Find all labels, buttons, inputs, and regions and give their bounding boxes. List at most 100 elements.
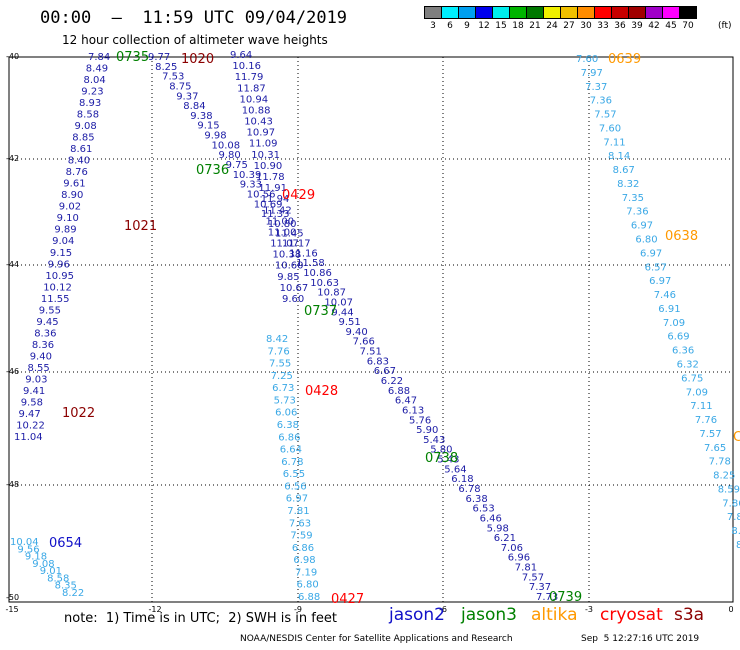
- wave-height-value: 6.64: [280, 445, 302, 456]
- wave-height-value: 6.18: [451, 474, 473, 485]
- wave-height-value: 6.69: [667, 332, 689, 343]
- wave-height-value: 7.97: [581, 68, 603, 79]
- wave-height-value: 5.43: [423, 435, 445, 446]
- legend-s3a: s3a: [674, 605, 705, 625]
- wave-height-value: 6.88: [298, 592, 320, 603]
- wave-height-value: 10.90: [254, 161, 283, 172]
- longitude-label: -12: [148, 605, 162, 614]
- wave-height-value: 7.11: [690, 401, 712, 412]
- wave-height-value: 8.55: [28, 363, 50, 374]
- wave-height-value: 9.18: [25, 552, 47, 563]
- wave-height-value: 9.64: [230, 50, 252, 61]
- wave-height-value: 6.22: [381, 376, 403, 387]
- pass-time-label: 0638: [665, 229, 698, 244]
- wave-height-value: 9.77: [148, 52, 170, 63]
- wave-height-value: 10.38: [273, 250, 302, 261]
- wave-height-value: 6.96: [508, 553, 530, 564]
- pass-time-label: 0737: [304, 304, 337, 319]
- wave-height-value: 8.04: [84, 75, 106, 86]
- wave-height-value: 10.08: [212, 140, 241, 151]
- wave-height-value: 6.55: [283, 469, 305, 480]
- wave-height-value: 9.37: [176, 91, 198, 102]
- wave-height-value: 8.35: [55, 581, 77, 592]
- wave-height-value: 7.09: [686, 387, 708, 398]
- wave-height-value: 9.89: [54, 225, 76, 236]
- wave-height-value: 11.79: [235, 72, 264, 83]
- wave-height-value: 10.04: [10, 537, 39, 548]
- wave-height-value: 9.96: [48, 259, 70, 270]
- wave-height-value: 6.32: [677, 360, 699, 371]
- wave-height-value: 9.51: [339, 317, 361, 328]
- generated-timestamp: Sep 5 12:27:16 UTC 2019: [581, 634, 700, 644]
- wave-height-value: 8.14: [608, 151, 630, 162]
- wave-height-value: 10.07: [324, 298, 353, 309]
- legend-jason2: jason2: [389, 605, 445, 625]
- satellite-tracks: 7.848.498.049.238.938.589.088.858.618.40…: [10, 50, 740, 603]
- wave-height-value: 6.38: [277, 420, 299, 431]
- wave-height-value: 9.47: [19, 409, 41, 420]
- wave-height-value: 8.49: [86, 64, 108, 75]
- longitude-label: -9: [294, 605, 302, 614]
- wave-height-value: 8.25: [155, 62, 177, 73]
- colorbar-label: 24: [546, 21, 558, 31]
- wave-height-value: 8.36: [34, 328, 56, 339]
- wave-height-value: 10.31: [251, 150, 280, 161]
- wave-height-value: 9.38: [190, 111, 212, 122]
- colorbar-label: 9: [464, 21, 470, 31]
- colorbar-label: 18: [512, 21, 524, 31]
- colorbar-label: 42: [648, 21, 660, 31]
- wave-height-value: 9.04: [52, 236, 74, 247]
- colorbar-label: 6: [447, 21, 453, 31]
- wave-height-value: 9.61: [63, 179, 85, 190]
- wave-height-value: 5.90: [416, 425, 438, 436]
- wave-height-value: 5.43: [437, 455, 459, 466]
- wave-height-value: 9.80: [219, 150, 241, 161]
- wave-height-value: 9.01: [40, 566, 62, 577]
- wave-height-value: 6.80: [635, 235, 657, 246]
- wave-height-value: 11.04: [14, 432, 43, 443]
- pass-time-label: 0428: [305, 384, 338, 399]
- wave-height-value: 6.83: [367, 356, 389, 367]
- wave-height-value: 7.60: [576, 54, 598, 65]
- colorbar-label: 15: [495, 21, 507, 31]
- wave-height-value: 9.44: [331, 307, 353, 318]
- wave-height-value: 10.88: [242, 106, 271, 117]
- wave-height-value: 7.06: [501, 543, 523, 554]
- wave-height-value: 9.85: [277, 272, 299, 283]
- wave-height-value: 10.22: [16, 421, 45, 432]
- wave-height-value: 9.10: [57, 213, 79, 224]
- page-subtitle: 12 hour collection of altimeter wave hei…: [62, 33, 328, 47]
- wave-height-value: 7.19: [295, 567, 317, 578]
- wave-height-value: 7.63: [289, 518, 311, 529]
- wave-height-value: 7.36: [590, 96, 612, 107]
- wave-height-value: 6.97: [640, 248, 662, 259]
- colorbar-swatch: [679, 6, 697, 19]
- pass-time-label: 0735: [116, 50, 149, 65]
- colorbar-label: 33: [597, 21, 609, 31]
- wave-height-value: 8.93: [79, 98, 101, 109]
- wave-height-value: 8.42: [266, 334, 288, 345]
- wave-height-colorbar: [424, 6, 697, 19]
- wave-height-value: 6.97: [631, 221, 653, 232]
- wave-height-value: 11.16: [289, 248, 318, 259]
- longitude-label: -6: [439, 605, 447, 614]
- wave-height-value: 7.84: [88, 52, 110, 63]
- wave-height-value: 6.56: [284, 481, 306, 492]
- wave-height-value: 11.00: [266, 216, 295, 227]
- wave-height-value: 6.53: [473, 504, 495, 515]
- wave-height-value: 6.13: [402, 406, 424, 417]
- wave-height-value: 9.45: [36, 317, 58, 328]
- colorbar-label: 12: [478, 21, 490, 31]
- latitude-label: -48: [6, 480, 20, 489]
- wave-height-value: 7.57: [594, 110, 616, 121]
- wave-height-value: 10.60: [275, 261, 304, 272]
- wave-height-value: 11.09: [249, 139, 278, 150]
- wave-height-value: 7.73: [536, 592, 558, 603]
- wave-height-value: 6.97: [649, 276, 671, 287]
- wave-height-value: 10.39: [233, 170, 262, 181]
- wave-height-value: 9.40: [30, 351, 52, 362]
- colorbar-label: 45: [665, 21, 677, 31]
- pass-time-label: 0654: [49, 536, 82, 551]
- wave-height-value: 9.56: [17, 544, 39, 555]
- wave-height-value: 6.57: [645, 262, 667, 273]
